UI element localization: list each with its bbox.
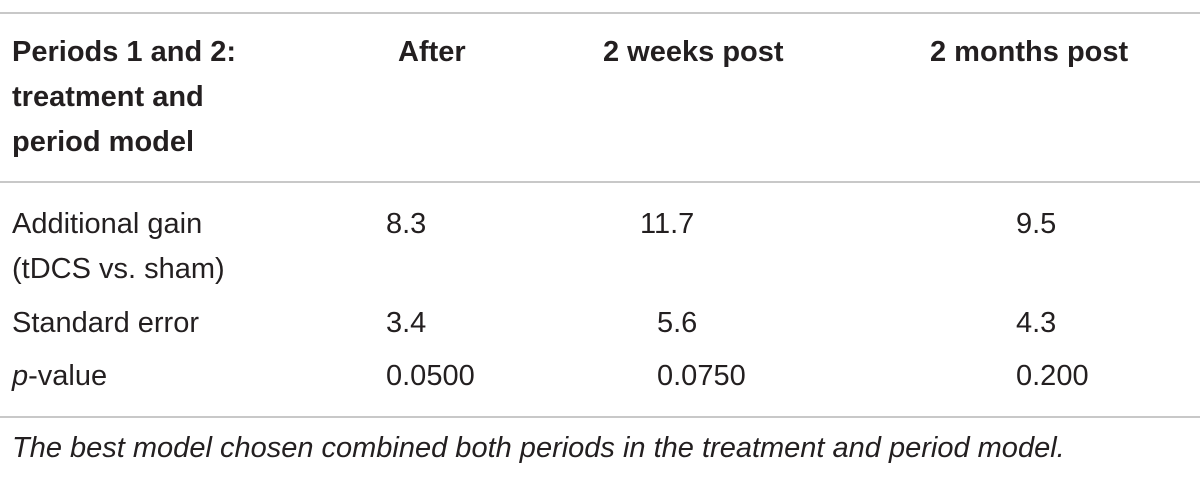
header-periods-line-1: Periods 1 and 2:	[12, 36, 237, 68]
header-after: After	[398, 36, 466, 68]
row-standard-error-after: 3.4	[386, 307, 427, 339]
row-p-value-2-months: 0.200	[1016, 360, 1089, 392]
row-standard-error-label: Standard error	[12, 307, 199, 339]
header-periods-line-3: period model	[12, 126, 195, 158]
top-rule	[0, 12, 1200, 14]
row-p-value-label: p-value	[12, 354, 107, 398]
header-periods-line-2: treatment and	[12, 81, 204, 113]
row-standard-error-2-weeks: 5.6	[657, 307, 698, 339]
row-additional-gain-label-line-1: Additional gain	[12, 208, 203, 240]
row-standard-error-2-months: 4.3	[1016, 307, 1057, 339]
table-footnote: The best model chosen combined both peri…	[12, 432, 1065, 464]
row-additional-gain-label-line-2: (tDCS vs. sham)	[12, 253, 225, 285]
header-rule	[0, 181, 1200, 183]
row-additional-gain-after: 8.3	[386, 208, 427, 240]
bottom-rule	[0, 416, 1200, 418]
row-p-value-after: 0.0500	[386, 360, 475, 392]
header-2-months-post: 2 months post	[930, 36, 1129, 68]
row-additional-gain-2-months: 9.5	[1016, 208, 1057, 240]
p-value-italic-p: p	[12, 360, 29, 392]
row-p-value-2-weeks: 0.0750	[657, 360, 746, 392]
p-value-label-suffix: -value	[28, 360, 108, 392]
row-additional-gain-2-weeks: 11.7	[640, 208, 695, 240]
header-2-weeks-post: 2 weeks post	[603, 36, 784, 68]
